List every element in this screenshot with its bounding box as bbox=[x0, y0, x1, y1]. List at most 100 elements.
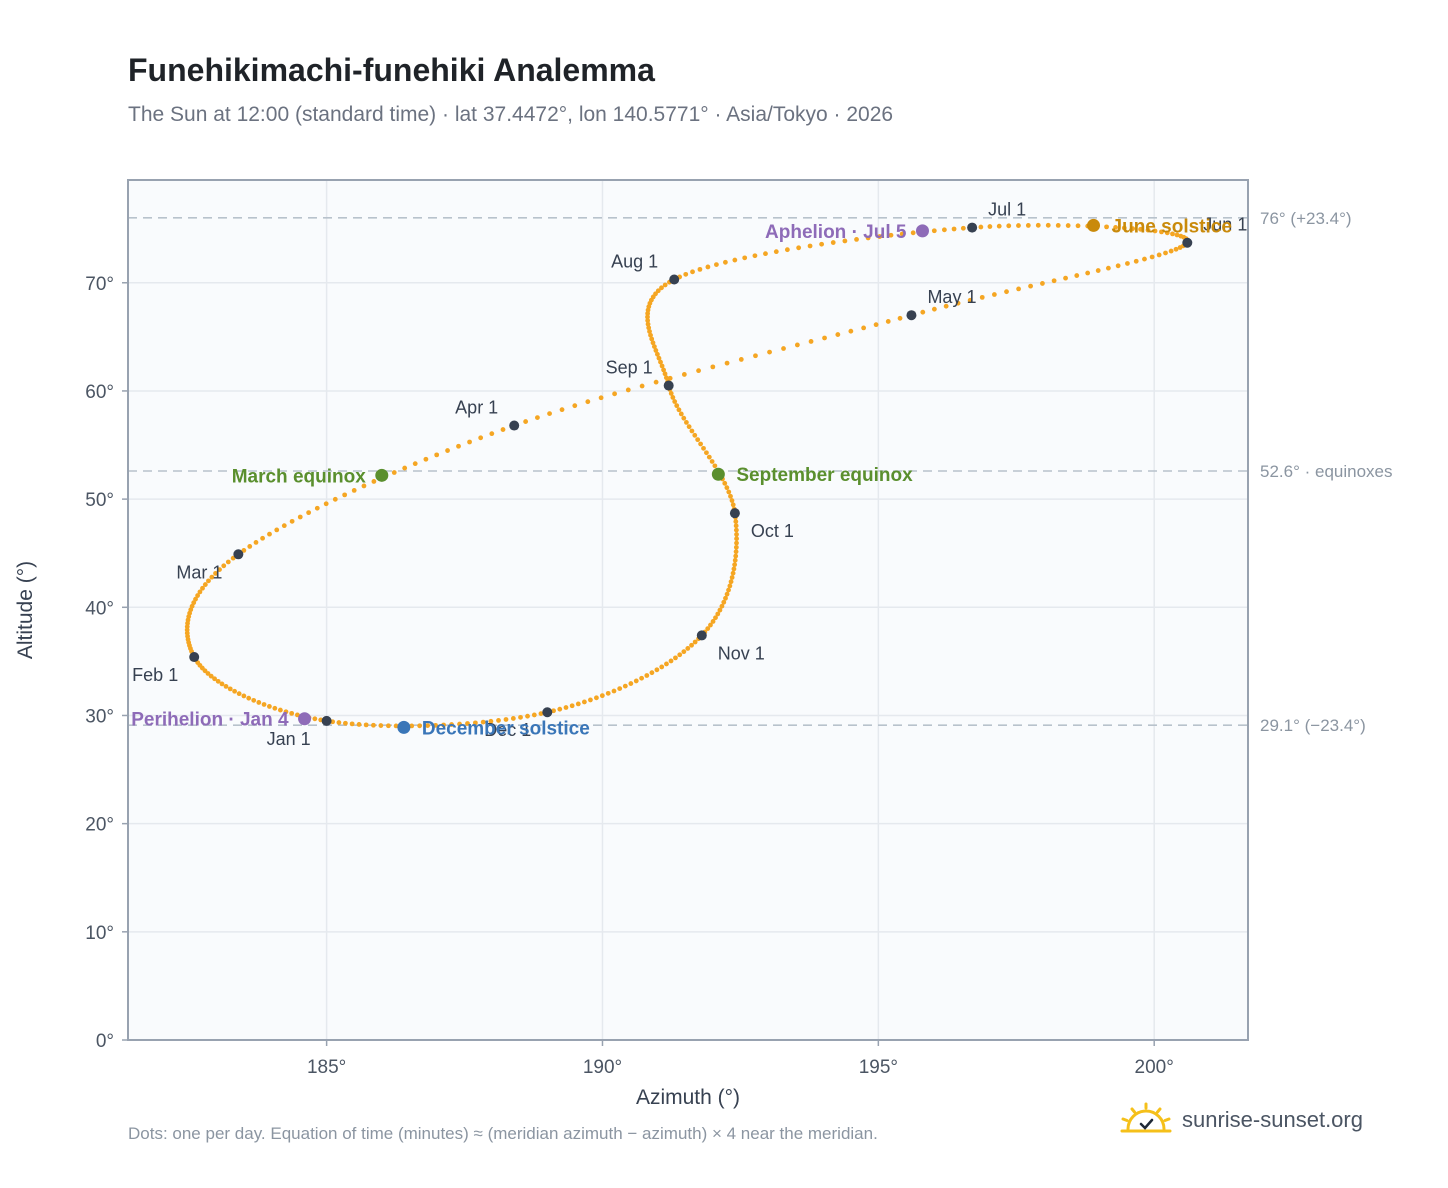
month-marker bbox=[233, 549, 244, 560]
daily-dot bbox=[225, 559, 231, 565]
daily-dot bbox=[723, 595, 728, 601]
daily-dot bbox=[931, 228, 937, 234]
month-label: Mar 1 bbox=[176, 562, 222, 582]
daily-dot bbox=[547, 411, 552, 417]
daily-dot bbox=[1168, 248, 1174, 254]
daily-dot bbox=[719, 603, 725, 609]
month-label: Nov 1 bbox=[718, 643, 765, 663]
daily-dot bbox=[681, 415, 687, 421]
month-marker bbox=[906, 310, 917, 321]
daily-dot bbox=[704, 450, 709, 456]
daily-dot bbox=[1063, 275, 1068, 281]
daily-dot bbox=[523, 419, 529, 424]
y-axis-label: Altitude (°) bbox=[14, 561, 37, 659]
daily-dot bbox=[733, 544, 739, 550]
daily-dot bbox=[227, 686, 233, 692]
daily-dot bbox=[569, 703, 575, 709]
daily-dot bbox=[622, 683, 628, 689]
daily-dot bbox=[232, 688, 238, 694]
daily-dot bbox=[585, 399, 591, 405]
daily-dot bbox=[496, 718, 501, 723]
daily-dot bbox=[728, 493, 733, 499]
month-label: Dec 1 bbox=[484, 720, 531, 740]
daily-dot bbox=[551, 708, 556, 714]
daily-dot bbox=[854, 237, 859, 242]
daily-dot bbox=[727, 583, 733, 589]
daily-dot bbox=[726, 587, 731, 593]
daily-dot bbox=[649, 670, 655, 676]
x-tick-label: 200° bbox=[1135, 1057, 1174, 1078]
daily-dot bbox=[796, 245, 802, 251]
daily-dot bbox=[489, 431, 495, 437]
y-tick-label: 30° bbox=[85, 706, 114, 727]
daily-dot bbox=[274, 527, 280, 533]
daily-dot bbox=[733, 523, 739, 529]
daily-dot bbox=[297, 514, 303, 520]
daily-dot bbox=[662, 371, 668, 377]
daily-dot bbox=[659, 285, 664, 291]
daily-dot bbox=[272, 705, 278, 711]
daily-dot bbox=[659, 664, 665, 670]
month-label: Aug 1 bbox=[611, 252, 658, 272]
daily-dot bbox=[261, 702, 267, 707]
daily-dot bbox=[480, 719, 486, 725]
daily-dot bbox=[697, 266, 703, 272]
daily-dot bbox=[673, 655, 678, 661]
daily-dot bbox=[781, 346, 786, 351]
daily-dot bbox=[724, 485, 730, 491]
reference-line-label: 29.1° (−23.4°) bbox=[1260, 716, 1366, 735]
y-tick-label: 40° bbox=[85, 598, 114, 619]
y-tick-label: 60° bbox=[85, 382, 114, 403]
daily-dot bbox=[1105, 265, 1111, 271]
daily-dot bbox=[897, 315, 903, 321]
daily-dot bbox=[784, 247, 790, 253]
daily-dot bbox=[488, 718, 494, 724]
daily-dot bbox=[612, 391, 617, 397]
daily-dot bbox=[208, 673, 214, 679]
daily-dot bbox=[647, 329, 652, 334]
month-marker bbox=[663, 380, 674, 391]
daily-dot bbox=[457, 721, 462, 727]
daily-dot bbox=[951, 226, 957, 232]
daily-dot bbox=[417, 723, 423, 729]
daily-dot bbox=[472, 720, 478, 726]
daily-dot bbox=[709, 459, 715, 464]
daily-dot bbox=[819, 241, 825, 247]
daily-dot bbox=[342, 492, 348, 498]
daily-dot bbox=[467, 439, 472, 445]
month-marker bbox=[509, 420, 520, 431]
daily-dot bbox=[732, 557, 738, 563]
month-markers: Jan 1 Feb 1 Mar 1 Apr 1 May 1 Jun 1 Jul 1 Aug 1… bbox=[132, 200, 1247, 749]
daily-dot bbox=[705, 626, 711, 632]
daily-dot bbox=[689, 428, 695, 434]
event-marker bbox=[915, 224, 929, 238]
daily-dot bbox=[645, 318, 651, 323]
brand[interactable]: sunrise-sunset.org bbox=[1120, 1102, 1363, 1138]
daily-dot bbox=[645, 311, 651, 316]
daily-dot bbox=[625, 387, 631, 393]
daily-dot bbox=[710, 619, 716, 624]
daily-dot bbox=[575, 701, 581, 707]
daily-dot bbox=[260, 535, 265, 541]
daily-dot bbox=[684, 420, 689, 425]
daily-dot bbox=[289, 710, 295, 716]
month-marker bbox=[967, 222, 978, 233]
daily-dot bbox=[323, 501, 329, 507]
daily-dot bbox=[738, 357, 744, 362]
daily-dot bbox=[672, 399, 678, 404]
daily-dot bbox=[599, 693, 605, 699]
daily-dot bbox=[500, 427, 506, 432]
daily-dot bbox=[1113, 224, 1118, 230]
daily-dot bbox=[943, 303, 949, 309]
daily-dot bbox=[1045, 222, 1051, 228]
daily-dot bbox=[343, 720, 348, 726]
daily-dot bbox=[1130, 226, 1136, 232]
daily-dot bbox=[708, 622, 713, 628]
daily-dot bbox=[658, 359, 663, 365]
daily-dot bbox=[873, 322, 879, 328]
daily-dot bbox=[701, 445, 706, 451]
daily-dot bbox=[726, 489, 732, 495]
daily-dot bbox=[434, 452, 440, 458]
daily-dot bbox=[705, 264, 711, 270]
daily-dot bbox=[690, 269, 695, 275]
